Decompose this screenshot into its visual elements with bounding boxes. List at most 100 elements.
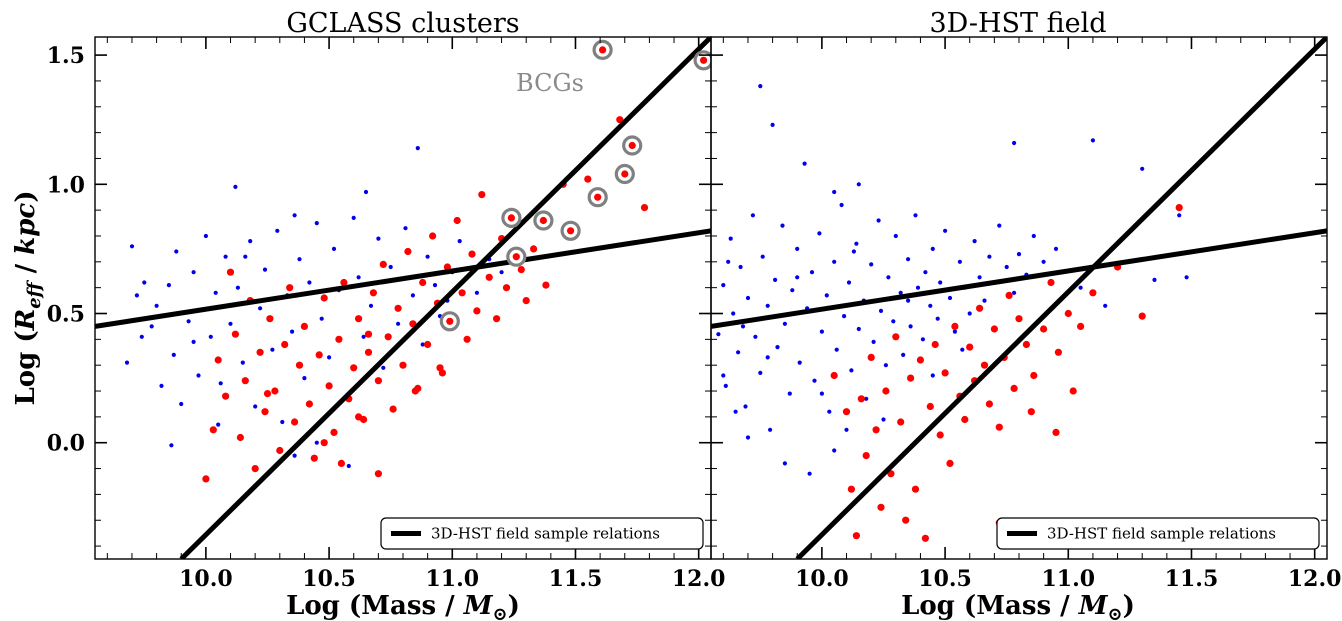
blue-point (731, 311, 736, 316)
x-tick-label: 11.0 (1041, 566, 1095, 592)
blue-point (361, 334, 366, 339)
blue-point (154, 303, 159, 308)
blue-point (327, 355, 332, 360)
x-tick-label: 12.0 (672, 566, 726, 592)
blue-point (758, 370, 763, 375)
blue-point (856, 182, 861, 187)
blue-point (876, 218, 881, 223)
x-tick-label: 10.5 (302, 566, 356, 592)
red-point (1022, 340, 1030, 349)
blue-point (129, 244, 135, 249)
blue-point (253, 404, 258, 409)
blue-point (920, 337, 926, 342)
blue-point (258, 306, 263, 311)
red-point (404, 247, 412, 256)
blue-point (947, 295, 953, 301)
y-tick-label: 1.0 (47, 172, 85, 198)
red-point (305, 400, 313, 408)
bcg-point (539, 216, 548, 225)
red-point (300, 322, 308, 330)
legend-box (996, 517, 1320, 550)
red-point (320, 439, 328, 447)
blue-point (790, 288, 795, 293)
blue-point (728, 236, 733, 241)
blue-point (474, 290, 479, 295)
blue-point (893, 233, 898, 239)
bcg-point (446, 317, 454, 325)
bcg-point (507, 214, 515, 222)
blue-point (753, 334, 758, 339)
bcg-point (700, 56, 708, 64)
red-point (882, 387, 890, 395)
blue-point (745, 435, 751, 440)
red-point (530, 245, 538, 253)
red-point (980, 361, 989, 369)
blue-point (1090, 138, 1095, 143)
blue-point (368, 303, 374, 308)
blue-point (410, 293, 415, 298)
red-point (522, 297, 530, 305)
blue-point (351, 215, 356, 220)
x-tick-label: 12.0 (1288, 566, 1342, 592)
panel-title-left: GCLASS clusters (286, 8, 519, 39)
red-point (842, 408, 851, 416)
red-point (1040, 325, 1048, 333)
red-point (355, 315, 363, 323)
x-tick-label: 10.0 (179, 566, 233, 592)
blue-point (388, 264, 393, 270)
red-point (458, 289, 466, 297)
legend: 3D-HST field sample relations (996, 517, 1320, 550)
y-axis-label: Log (Reff / kpc) (11, 190, 45, 405)
blue-point (802, 161, 807, 166)
blue-point (403, 226, 408, 231)
panel-title-right: 3D-HST field (930, 8, 1107, 39)
red-point (502, 284, 511, 292)
red-point (951, 322, 959, 330)
red-point (463, 335, 471, 343)
blue-point (166, 283, 171, 288)
red-point (857, 395, 865, 403)
blue-point (396, 321, 401, 326)
red-point (222, 392, 230, 400)
blue-point (834, 347, 839, 352)
blue-point (208, 334, 213, 339)
blue-point (248, 239, 253, 244)
blue-point (1016, 252, 1022, 257)
red-point (436, 364, 444, 372)
blue-point (376, 236, 381, 241)
blue-point (203, 233, 208, 239)
blue-point (142, 280, 147, 285)
red-point (892, 333, 900, 341)
blue-point (179, 401, 184, 407)
blue-point (982, 298, 987, 303)
blue-point (302, 376, 307, 381)
red-point (355, 413, 363, 421)
red-point (325, 382, 333, 390)
red-point (926, 402, 934, 411)
red-point (364, 330, 373, 338)
blue-point (297, 257, 302, 262)
relation-line-steep (179, 37, 711, 559)
red-point (340, 278, 348, 287)
blue-point (275, 228, 280, 233)
x-tick-label: 10.0 (795, 566, 849, 592)
blue-point (883, 363, 889, 368)
legend-label: 3D-HST field sample relations (1047, 525, 1276, 543)
blue-point (196, 373, 201, 378)
blue-point (972, 239, 977, 244)
red-point (271, 387, 279, 395)
blue-point (943, 228, 948, 233)
bcg-point (628, 141, 636, 150)
x-tick-label: 11.5 (1165, 566, 1219, 592)
blue-point (319, 316, 324, 321)
blue-point (186, 319, 191, 324)
blue-point (812, 378, 817, 383)
red-point (281, 340, 289, 349)
blue-point (871, 339, 876, 344)
blue-point (930, 246, 935, 251)
blue-point (957, 259, 963, 264)
red-point (453, 216, 461, 225)
bcg-point (512, 253, 520, 261)
blue-point (928, 303, 933, 308)
blue-point (134, 293, 139, 298)
